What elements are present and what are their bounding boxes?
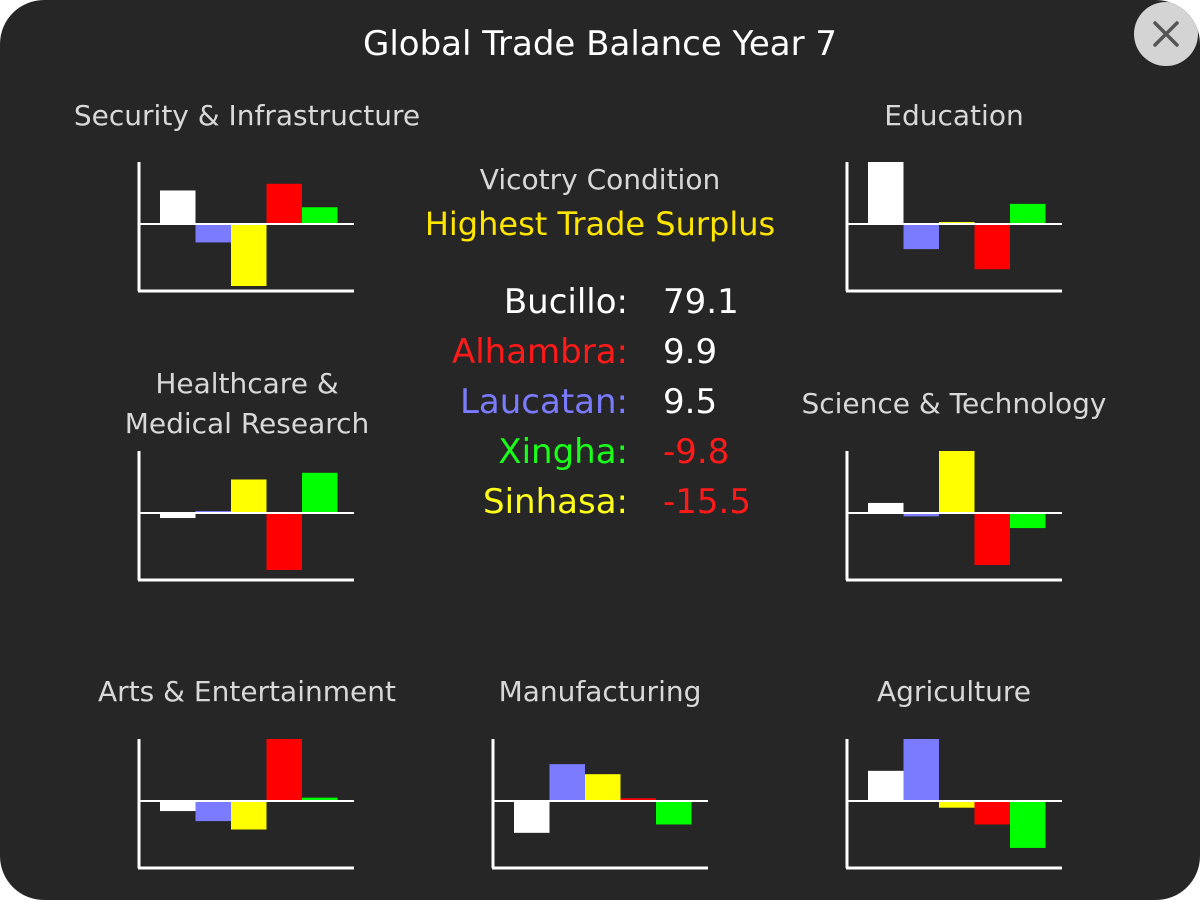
chart-healthcare [137,451,354,582]
player-name: Alhambra: [451,332,628,372]
chart-bar [266,739,302,801]
chart-bar [868,162,904,224]
chart-bar [939,451,975,513]
chart-bar [302,472,338,513]
chart-bar [1010,801,1046,848]
chart-title-science: Science & Technology [801,387,1107,420]
chart-bar [868,502,904,513]
chart-bar [939,221,975,224]
player-score: -9.8 [663,432,730,472]
chart-bar [868,770,904,801]
chart-bar [160,801,196,812]
chart-bar [1010,203,1046,224]
chart-title-healthcare: Healthcare & Medical Research [124,367,370,440]
chart-arts [137,739,354,870]
chart-bar [266,513,302,570]
chart-bar [195,510,231,513]
player-score: 9.5 [663,382,718,422]
chart-title-education: Education [884,99,1024,132]
chart-agriculture [845,739,1062,870]
chart-title-arts: Arts & Entertainment [98,675,396,708]
chart-security [137,162,354,293]
chart-bar [903,513,939,517]
chart-bar [195,801,231,822]
chart-bar [974,224,1010,270]
victory-condition-value: Highest Trade Surplus [424,205,776,243]
chart-bar [266,183,302,224]
chart-bar [549,764,585,801]
close-button[interactable] [1134,2,1198,66]
chart-bar [231,801,267,830]
chart-bar [231,224,267,286]
chart-bar [302,207,338,224]
chart-title-security: Security & Infrastructure [73,99,421,132]
chart-bar [1010,513,1046,529]
chart-bar [974,513,1010,565]
chart-title-manufacturing: Manufacturing [498,675,702,708]
player-name: Xingha: [498,432,628,472]
chart-bar [903,739,939,801]
player-name: Bucillo: [503,282,628,322]
chart-bar [231,479,267,513]
chart-bar [160,190,196,224]
player-score: 9.9 [663,332,718,372]
chart-bar [974,801,1010,825]
player-name: Sinhasa: [483,482,628,522]
chart-science [845,451,1062,582]
victory-condition-label: Vicotry Condition [479,163,721,196]
player-name: Laucatan: [459,382,628,422]
chart-bar [585,774,621,801]
chart-bar [939,801,975,808]
chart-bar [302,797,338,801]
chart-bar [620,798,656,801]
page-title: Global Trade Balance Year 7 [363,24,837,64]
chart-bar [195,224,231,243]
chart-manufacturing [491,739,708,870]
chart-education [845,162,1062,293]
player-score: 79.1 [663,282,739,322]
chart-title-agriculture: Agriculture [877,675,1031,708]
chart-bar [903,224,939,250]
chart-bar [656,801,692,825]
player-score: -15.5 [663,482,751,522]
chart-bar [514,801,550,833]
chart-bar [160,513,196,519]
close-icon [1153,21,1179,47]
